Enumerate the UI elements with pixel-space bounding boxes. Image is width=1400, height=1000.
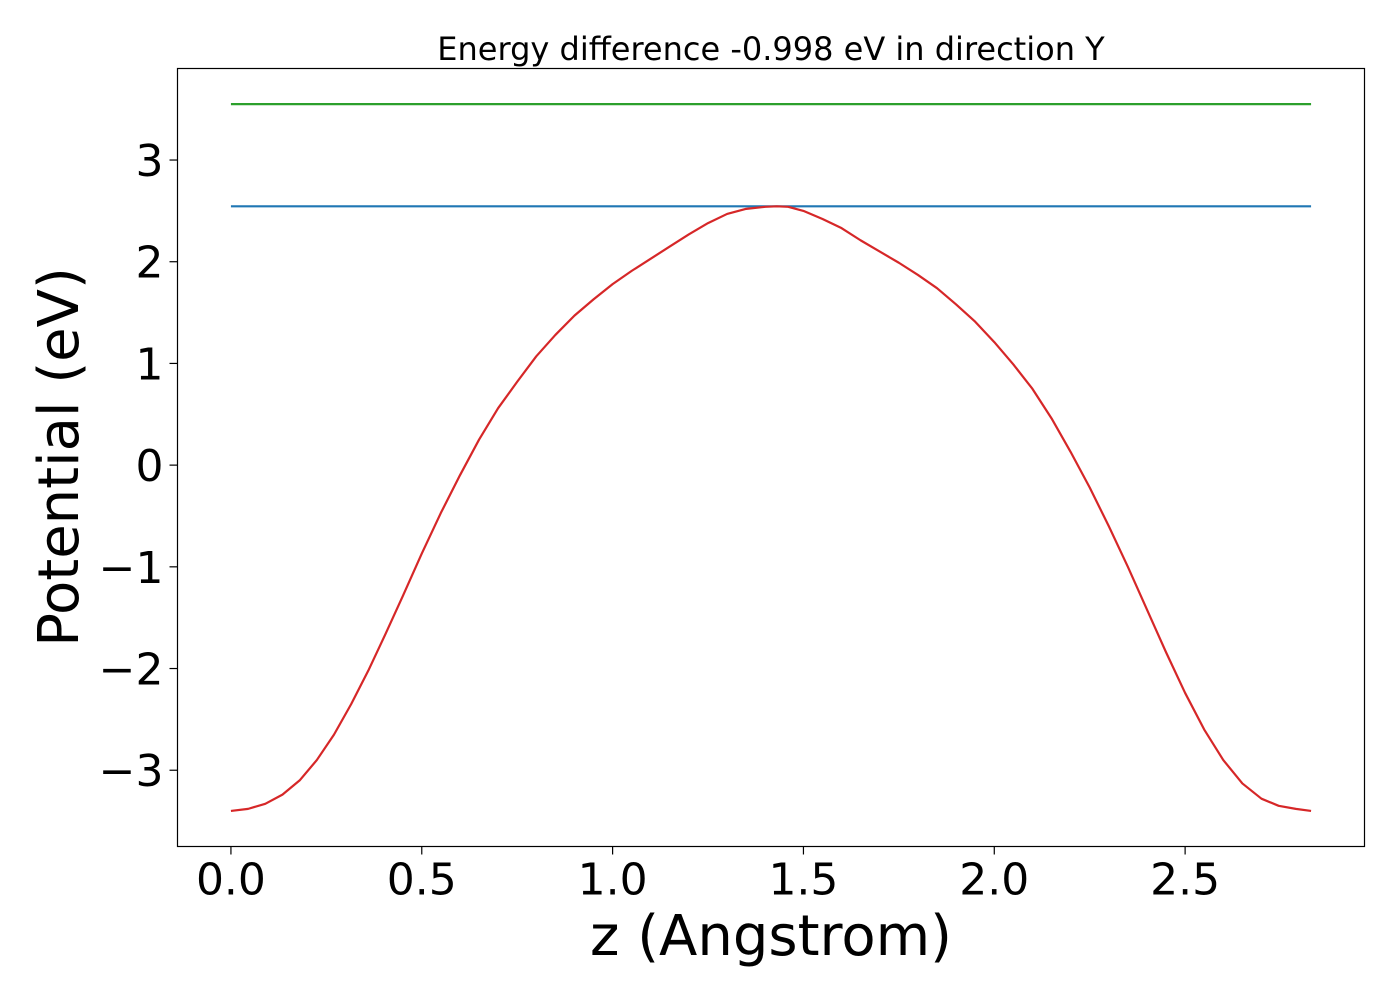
plot-frame — [176, 67, 1366, 848]
x-axis-label: z (Angstrom) — [590, 904, 952, 969]
y-tick-label: 1 — [136, 339, 164, 390]
y-tick-label: −3 — [99, 746, 164, 797]
x-tick-label: 0.0 — [196, 855, 266, 906]
y-tick-label: 3 — [136, 136, 164, 187]
y-axis-label: Potential (eV) — [27, 267, 92, 647]
chart-title: Energy difference -0.998 eV in direction… — [437, 30, 1105, 68]
y-tick-label: 2 — [136, 238, 164, 289]
x-axis: 0.0 0.5 1.0 1.5 2.0 2.5 — [196, 846, 1220, 906]
y-axis: −3 −2 −1 0 1 2 3 — [99, 136, 178, 797]
x-tick-label: 1.5 — [768, 855, 838, 906]
x-tick-label: 2.5 — [1150, 855, 1220, 906]
x-tick-label: 0.5 — [387, 855, 457, 906]
y-tick-label: 0 — [136, 441, 164, 492]
y-tick-label: −2 — [99, 645, 164, 696]
plot-area — [230, 102, 1312, 813]
x-tick-label: 1.0 — [578, 855, 648, 906]
y-tick-label: −1 — [99, 543, 164, 594]
potential-curve — [230, 205, 1312, 813]
x-tick-label: 2.0 — [959, 855, 1029, 906]
